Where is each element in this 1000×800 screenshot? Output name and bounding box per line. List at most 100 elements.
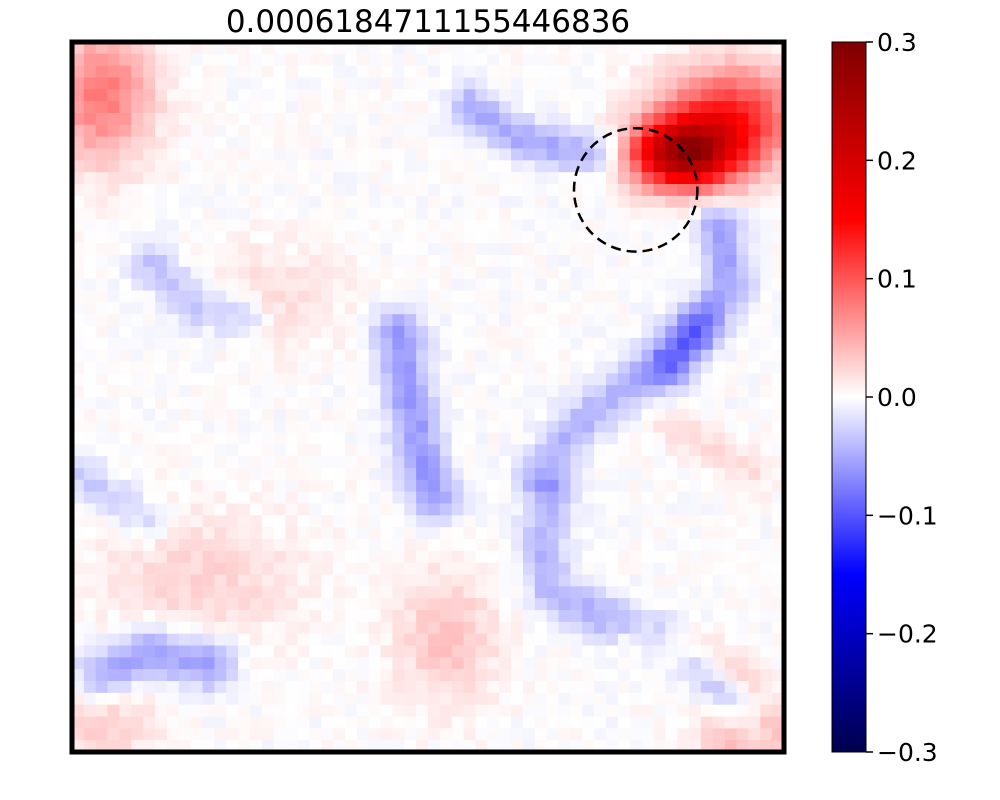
heatmap-cell xyxy=(534,361,548,374)
heatmap-cell xyxy=(226,669,239,682)
heatmap-cell xyxy=(178,148,192,161)
heatmap-cell xyxy=(380,669,393,682)
heatmap-cell xyxy=(522,349,536,362)
heatmap-cell xyxy=(392,195,405,209)
heatmap-cell xyxy=(760,65,773,78)
heatmap-cell xyxy=(250,420,263,433)
heatmap-cell xyxy=(333,148,346,161)
heatmap-cell xyxy=(570,491,583,504)
heatmap-cell xyxy=(309,669,322,682)
heatmap-cell xyxy=(95,468,108,481)
heatmap-cell xyxy=(83,704,97,717)
heatmap-cell xyxy=(653,255,666,268)
heatmap-cell xyxy=(202,503,215,516)
heatmap-cell xyxy=(499,681,512,694)
heatmap-cell xyxy=(594,633,607,646)
heatmap-cell xyxy=(653,598,666,611)
heatmap-cell xyxy=(202,42,215,55)
heatmap-cell xyxy=(72,408,85,422)
heatmap-cell xyxy=(546,172,559,185)
heatmap-cell xyxy=(522,444,536,457)
heatmap-cell xyxy=(155,408,168,422)
heatmap-cell xyxy=(511,302,524,315)
heatmap-cell xyxy=(736,266,749,280)
heatmap-cell xyxy=(309,113,322,126)
heatmap-cell xyxy=(261,148,275,161)
heatmap-cell xyxy=(368,53,381,67)
heatmap-cell xyxy=(309,397,322,410)
heatmap-cell xyxy=(451,669,464,682)
heatmap-cell xyxy=(428,408,441,422)
heatmap-cell xyxy=(772,456,785,469)
heatmap-cell xyxy=(333,184,346,197)
heatmap-cell xyxy=(760,385,773,398)
heatmap-cell xyxy=(131,444,144,457)
heatmap-cell xyxy=(665,77,678,90)
heatmap-cell xyxy=(309,408,322,422)
heatmap-cell xyxy=(617,184,631,197)
heatmap-cell xyxy=(83,184,97,197)
heatmap-cell xyxy=(712,704,726,717)
heatmap-cell xyxy=(321,337,334,351)
heatmap-cell xyxy=(665,527,678,540)
heatmap-cell xyxy=(392,243,405,256)
heatmap-cell xyxy=(404,290,417,303)
heatmap-cell xyxy=(428,231,441,244)
heatmap-cell xyxy=(309,527,322,540)
heatmap-cell xyxy=(534,136,548,149)
heatmap-cell xyxy=(700,231,714,244)
heatmap-cell xyxy=(368,692,381,706)
heatmap-cell xyxy=(606,148,619,161)
heatmap-cell xyxy=(428,77,441,90)
heatmap-cell xyxy=(380,598,393,611)
heatmap-cell xyxy=(712,728,726,741)
heatmap-cell xyxy=(261,681,275,694)
heatmap-cell xyxy=(250,255,263,268)
heatmap-cell xyxy=(333,491,346,504)
heatmap-cell xyxy=(261,491,275,504)
heatmap-cell xyxy=(107,740,120,753)
heatmap-cell xyxy=(392,669,405,682)
heatmap-cell xyxy=(522,326,536,339)
heatmap-cell xyxy=(344,290,358,303)
heatmap-cell xyxy=(700,491,714,504)
heatmap-cell xyxy=(641,669,654,682)
heatmap-cell xyxy=(511,479,524,493)
heatmap-cell xyxy=(333,65,346,78)
heatmap-cell xyxy=(392,468,405,481)
heatmap-cell xyxy=(333,681,346,694)
heatmap-cell xyxy=(119,219,132,232)
heatmap-cell xyxy=(285,669,298,682)
heatmap-cell xyxy=(511,633,524,646)
heatmap-cell xyxy=(760,172,773,185)
heatmap-cell xyxy=(131,124,144,138)
heatmap-cell xyxy=(321,408,334,422)
heatmap-cell xyxy=(107,716,120,729)
heatmap-cell xyxy=(594,184,607,197)
heatmap-cell xyxy=(451,77,464,90)
heatmap-cell xyxy=(475,207,488,220)
heatmap-cell xyxy=(95,586,108,599)
heatmap-cell xyxy=(534,385,548,398)
heatmap-cell xyxy=(273,184,286,197)
heatmap-cell xyxy=(522,361,536,374)
heatmap-cell xyxy=(653,219,666,232)
heatmap-cell xyxy=(748,740,761,753)
heatmap-cell xyxy=(190,349,203,362)
heatmap-cell xyxy=(190,550,203,564)
heatmap-cell xyxy=(653,124,666,138)
heatmap-cell xyxy=(712,101,726,114)
heatmap-cell xyxy=(677,373,690,386)
heatmap-cell xyxy=(546,231,559,244)
heatmap-cell xyxy=(606,539,619,552)
heatmap-cell xyxy=(416,266,429,280)
heatmap-cell xyxy=(772,408,785,422)
heatmap-cell xyxy=(333,160,346,173)
heatmap-cell xyxy=(297,290,310,303)
heatmap-cell xyxy=(522,53,536,67)
heatmap-cell xyxy=(273,160,286,173)
heatmap-cell xyxy=(653,716,666,729)
heatmap-cell xyxy=(166,539,180,552)
heatmap-cell xyxy=(487,136,500,149)
heatmap-cell xyxy=(95,479,108,493)
